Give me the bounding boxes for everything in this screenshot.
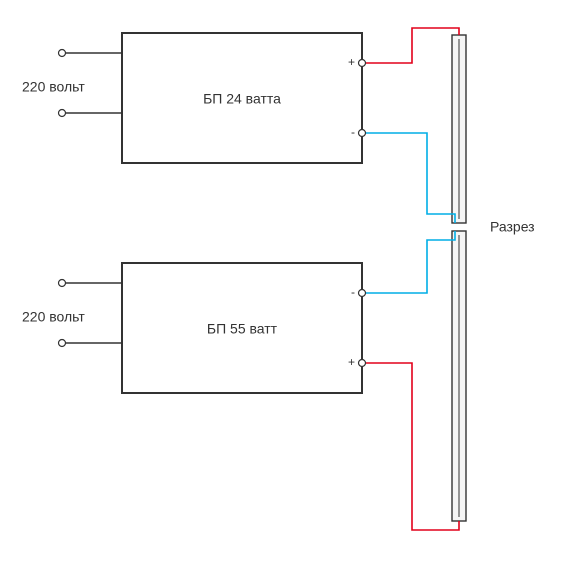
label-volt-1: 220 вольт (22, 79, 85, 95)
label-psu1: БП 24 ватта (203, 91, 281, 107)
label-cut: Разрез (490, 219, 535, 235)
sign-psu2-minus: - (351, 285, 355, 299)
terminal-in1_bot (59, 110, 66, 117)
wire-psu1-minus (362, 133, 455, 223)
terminal-p1_minus (359, 130, 366, 137)
terminal-p2_minus (359, 290, 366, 297)
terminal-p1_plus (359, 60, 366, 67)
sign-psu1-minus: - (351, 125, 355, 139)
wire-psu2-plus (362, 363, 459, 530)
sign-psu2-plus: + (348, 355, 355, 369)
wire-psu2-minus (362, 231, 455, 293)
wire-psu1-plus (362, 28, 459, 63)
terminal-in2_bot (59, 340, 66, 347)
terminal-in2_top (59, 280, 66, 287)
sign-psu1-plus: + (348, 55, 355, 69)
terminal-in1_top (59, 50, 66, 57)
terminal-p2_plus (359, 360, 366, 367)
label-volt-2: 220 вольт (22, 309, 85, 325)
label-psu2: БП 55 ватт (207, 321, 278, 337)
